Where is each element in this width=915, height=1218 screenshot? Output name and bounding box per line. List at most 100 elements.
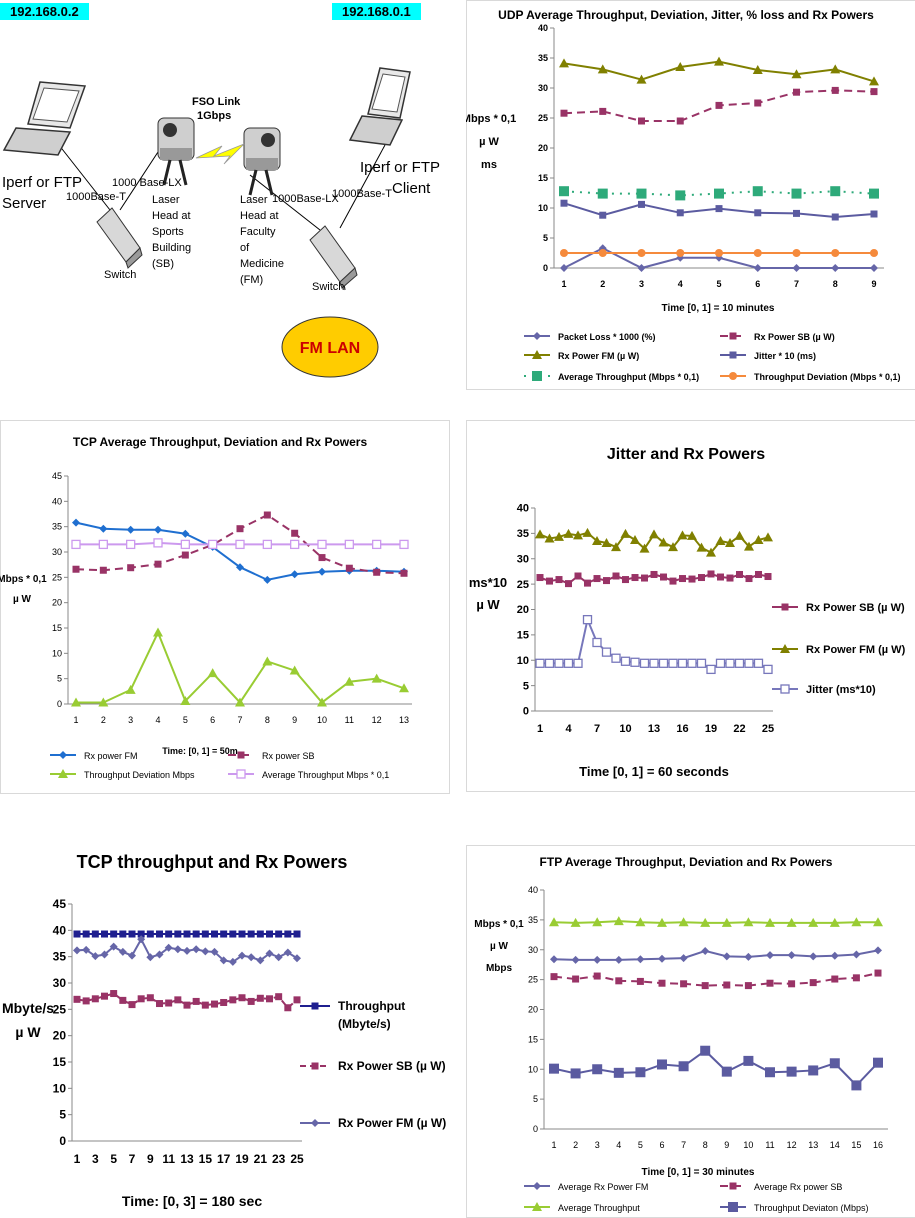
data-point (791, 188, 802, 199)
data-point (247, 930, 255, 938)
data-point (154, 560, 162, 568)
y-tick-label: 10 (517, 655, 529, 667)
data-point (229, 996, 237, 1004)
data-point (660, 573, 667, 581)
data-point (870, 249, 878, 257)
data-point (137, 935, 146, 944)
y-tick-label: 0 (533, 1124, 538, 1134)
data-point (830, 186, 841, 197)
left-host-line1: Iperf or FTP (2, 174, 82, 191)
data-point (615, 977, 623, 985)
data-point (639, 658, 650, 668)
x-tick-label: 3 (595, 1140, 600, 1150)
x-tick-label: 21 (254, 1152, 268, 1166)
data-point (830, 64, 841, 74)
data-point (650, 570, 658, 578)
data-point (101, 992, 108, 1000)
data-point (570, 1068, 581, 1079)
data-point (725, 658, 735, 668)
data-point (620, 528, 631, 538)
y-axis-label: ms (481, 159, 497, 171)
data-point (220, 930, 228, 938)
data-point (791, 69, 802, 79)
data-point (72, 518, 80, 527)
x-tick-label: 8 (703, 1140, 708, 1150)
data-point (675, 190, 686, 201)
data-point (831, 86, 839, 94)
y-tick-label: 20 (528, 1005, 538, 1015)
series-2 (535, 614, 773, 675)
data-point (754, 209, 762, 217)
x-tick-label: 4 (155, 715, 160, 725)
laser-caption-line: Head at (240, 210, 279, 222)
legend-label: Average Rx power SB (754, 1182, 842, 1192)
data-point (638, 200, 645, 208)
data-point (181, 529, 190, 538)
data-point (192, 997, 200, 1005)
y-tick-label: 15 (53, 1055, 67, 1069)
legend-item: Average Throughput Mbps * 0,1 (228, 769, 389, 780)
legend-label: Throughput (338, 999, 405, 1013)
data-point (559, 58, 569, 68)
data-point (99, 566, 107, 574)
data-point (688, 575, 696, 583)
data-point (725, 538, 735, 548)
left-host-line2: Server (2, 195, 46, 212)
data-point (636, 74, 647, 84)
data-point (873, 1057, 883, 1068)
data-point (793, 209, 800, 217)
data-point (831, 975, 839, 983)
data-point (235, 539, 245, 550)
right-fiber-label: 1000Base-LX (272, 193, 339, 205)
data-point (371, 673, 382, 683)
legend-label: Average Throughput (558, 1203, 640, 1213)
legend-item: Rx power SB (228, 751, 315, 761)
data-point (275, 993, 283, 1001)
data-point (100, 950, 109, 959)
x-tick-label: 5 (638, 1140, 643, 1150)
data-point (570, 917, 581, 927)
data-point (728, 1202, 738, 1212)
data-point (236, 563, 244, 572)
data-point (156, 1000, 163, 1008)
y-tick-label: 15 (538, 173, 548, 183)
data-point (611, 653, 621, 663)
data-point (110, 930, 118, 938)
y-tick-label: 10 (52, 648, 62, 658)
fso-link-bolt-icon (195, 143, 245, 165)
laser-caption-line: Laser (240, 194, 268, 206)
data-point (532, 371, 542, 381)
legend-item: Throughput Deviation Mbps (50, 769, 195, 780)
y-axis-label: Mbps * 0,1 (474, 919, 524, 930)
data-point (211, 1000, 218, 1008)
data-point (73, 930, 81, 938)
data-point (714, 188, 724, 199)
network-diagram: 192.168.0.2 192.168.0.1 (0, 0, 460, 390)
data-point (721, 1066, 732, 1077)
x-tick-label: 8 (833, 279, 838, 289)
data-point (174, 930, 182, 938)
data-point (229, 930, 237, 938)
data-point (247, 953, 256, 962)
x-tick-label: 9 (871, 279, 876, 289)
data-point (128, 951, 136, 960)
data-point (852, 950, 861, 959)
x-tick-label: 7 (129, 1152, 136, 1166)
data-point (560, 249, 568, 257)
series-1 (550, 969, 882, 990)
y-axis-label: µ W (13, 594, 32, 605)
y-axis-label: Mbyte/s (2, 1000, 54, 1016)
laser-right-caption: Laser Head at Faculty of Medicine (FM) (240, 194, 284, 286)
x-axis-label: Time [0, 1] = 10 minutes (662, 303, 775, 314)
data-point (715, 205, 723, 213)
x-tick-label: 1 (73, 715, 78, 725)
data-point (658, 537, 669, 547)
series-4 (559, 186, 879, 201)
y-tick-label: 15 (517, 630, 529, 642)
data-point (546, 577, 553, 585)
data-point (554, 658, 564, 668)
data-point (265, 949, 274, 958)
data-point (584, 579, 591, 587)
left-copper-label: 1000Base-T (66, 191, 126, 203)
x-tick-label: 7 (794, 279, 799, 289)
